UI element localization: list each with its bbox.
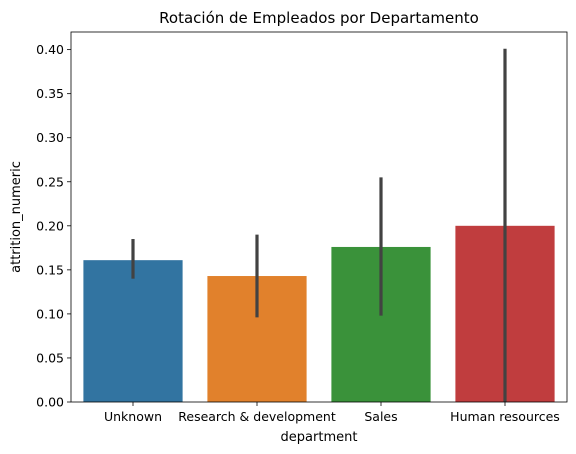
y-tick-label-5: 0.25 (36, 174, 64, 189)
y-tick-label-7: 0.35 (36, 86, 64, 101)
x-tick-label-3: Human resources (450, 409, 560, 424)
x-tick-label-0: Unknown (104, 409, 162, 424)
y-tick-label-1: 0.05 (36, 350, 64, 365)
error-bars-group (131, 48, 507, 402)
y-tick-label-3: 0.15 (36, 262, 64, 277)
y-axis: 0.00 0.05 0.10 0.15 0.20 0.25 0.30 0.35 0.40 (36, 42, 71, 410)
x-axis: Unknown Research & development Sales Human … (104, 402, 560, 424)
y-tick-label-6: 0.30 (36, 130, 64, 145)
plot-frame (70, 31, 568, 403)
x-tick-label-2: Sales (364, 409, 397, 424)
x-tick-label-1: Research & development (178, 409, 336, 424)
y-tick-label-2: 0.10 (36, 306, 64, 321)
chart-title: Rotación de Empleados por Departamento (159, 9, 479, 27)
y-tick-label-4: 0.20 (36, 218, 64, 233)
bars-group (83, 225, 555, 402)
y-axis-label: attrition_numeric (9, 161, 24, 273)
x-axis-label: department (281, 430, 358, 445)
y-tick-label-0: 0.00 (36, 395, 64, 410)
bar-0 (83, 260, 183, 402)
y-tick-label-8: 0.40 (36, 42, 64, 57)
